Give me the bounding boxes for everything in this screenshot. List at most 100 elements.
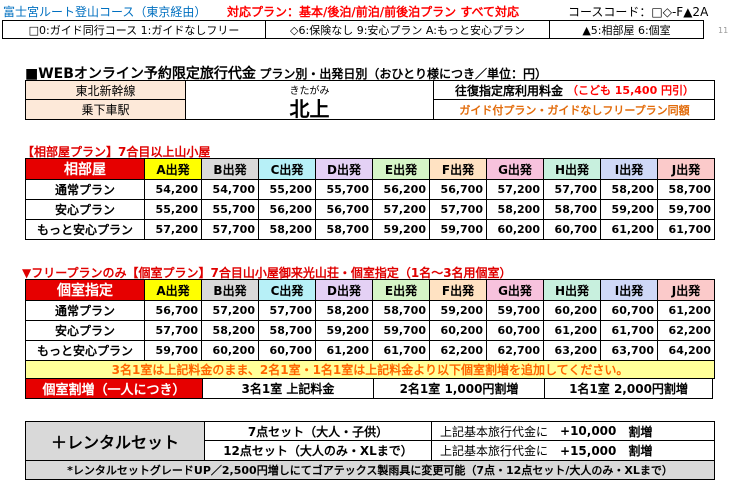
price-cell: 56,700	[315, 199, 373, 220]
legend-insurance: ◇6:保険なし 9:安心プラン A:もっと安心プラン	[265, 20, 550, 39]
rental-suffix: 割増	[628, 424, 653, 439]
fare-title: ■WEBオンライン予約限定旅行代金 プラン別・出発日別（おひとり様につき／単位：…	[25, 63, 547, 83]
price-cell: 57,200	[201, 300, 259, 321]
course-code: コースコード：□◇-F▲2A	[568, 5, 709, 19]
price-cell: 61,700	[600, 320, 658, 341]
fare-table: 東北新幹線 乗下車駅 きたがみ 北上 往復指定席利用料金 （こども 15,400…	[25, 80, 715, 121]
price-cell: 58,200	[486, 199, 544, 220]
dep-header-d: D出発	[315, 158, 373, 180]
dep-header-d: D出発	[315, 279, 373, 301]
plan-name: 通常プラン	[25, 179, 145, 200]
dep-header-j: J出発	[657, 279, 715, 301]
section1-corner: 相部屋	[25, 158, 145, 180]
dep-header-f: F出発	[429, 279, 487, 301]
plans-label: 対応プラン：基本/後泊/前泊/前後泊プラン すべて対応	[227, 5, 520, 19]
price-cell: 57,200	[372, 199, 430, 220]
section1-row-motto: もっと安心プラン 57,200 57,700 58,200 58,700 59,…	[25, 219, 715, 240]
child-fare: （こども 15,400 円引）	[566, 84, 695, 97]
price-cell: 58,700	[372, 300, 430, 321]
dep-header-c: C出発	[258, 279, 316, 301]
fare-title-sub: プラン別・出発日別（おひとり様につき／単位：円）	[259, 67, 548, 81]
price-cell: 59,200	[429, 300, 487, 321]
price-cell: 58,700	[315, 219, 373, 240]
price-cell: 57,700	[258, 300, 316, 321]
legend-room: ▲5:相部屋 6:個室	[549, 20, 704, 39]
private-room-note-row: 3名1室は上記料金のまま、2名1室・1名1室は上記料金より以下個室割増を追加して…	[25, 360, 715, 379]
price-cell: 57,200	[144, 219, 202, 240]
dep-header-j: J出発	[657, 158, 715, 180]
plan-name: 安心プラン	[25, 199, 145, 220]
section1-row-regular: 通常プラン 54,200 54,700 55,200 55,700 56,200…	[25, 179, 715, 200]
price-cell: 61,200	[600, 219, 658, 240]
plan-name: 通常プラン	[25, 300, 145, 321]
price-cell: 59,700	[144, 340, 202, 361]
station-furigana: きたがみ	[289, 86, 330, 97]
surcharge-row: 個室割増（一人につき） 3名1室 上記料金 2名1室 1,000円割増 1名1室…	[25, 378, 713, 399]
price-cell: 61,700	[372, 340, 430, 361]
section2-corner: 個室指定	[25, 279, 145, 301]
dep-header-i: I出発	[600, 158, 658, 180]
price-cell: 59,200	[315, 320, 373, 341]
surcharge-3-people: 3名1室 上記料金	[202, 378, 374, 399]
dep-header-a: A出発	[144, 158, 202, 180]
price-cell: 56,700	[429, 179, 487, 200]
price-cell: 55,700	[315, 179, 373, 200]
rental-item-7: 7点セット（大人・子供）	[204, 421, 432, 441]
price-cell: 57,700	[144, 320, 202, 341]
legend-row: □0:ガイド同行コース 1:ガイドなしフリー ◇6:保険なし 9:安心プラン A…	[2, 20, 704, 40]
price-cell: 59,700	[372, 320, 430, 341]
plan-name: 安心プラン	[25, 320, 145, 341]
section1-title: 【相部屋プラン】7合目以上山小屋	[22, 145, 211, 159]
section2-header-row: 個室指定 A出発 B出発 C出発 D出発 E出発 F出発 G出発 H出発 I出発…	[25, 279, 715, 301]
legend-guide: □0:ガイド同行コース 1:ガイドなしフリー	[2, 20, 266, 39]
price-cell: 60,700	[486, 320, 544, 341]
private-room-note: 3名1室は上記料金のまま、2名1室・1名1室は上記料金より以下個室割増を追加して…	[25, 360, 715, 379]
price-cell: 55,200	[258, 179, 316, 200]
price-cell: 61,200	[657, 300, 715, 321]
price-cell: 60,200	[429, 320, 487, 341]
rental-amount: +15,000	[560, 443, 617, 458]
price-cell: 63,200	[543, 340, 601, 361]
dep-header-h: H出発	[543, 279, 601, 301]
price-cell: 57,700	[429, 199, 487, 220]
fixed-fare-label: 往復指定席利用料金	[454, 83, 563, 98]
price-cell: 56,200	[372, 179, 430, 200]
price-cell: 60,200	[201, 340, 259, 361]
dep-header-b: B出発	[201, 279, 259, 301]
rental-label: ＋レンタルセット	[25, 421, 205, 461]
section2-title: ▼フリープランのみ【個室プラン】7合目山小屋御来光山荘・個室指定（1名～3名用個…	[22, 266, 512, 280]
dep-header-h: H出発	[543, 158, 601, 180]
surcharge-2-people: 2名1室 1,000円割増	[373, 378, 545, 399]
price-cell: 56,200	[258, 199, 316, 220]
price-cell: 57,700	[201, 219, 259, 240]
price-cell: 62,200	[429, 340, 487, 361]
page-number: 11	[718, 26, 729, 35]
price-cell: 59,700	[657, 199, 715, 220]
surcharge-label: 個室割増（一人につき）	[25, 378, 203, 399]
dep-header-a: A出発	[144, 279, 202, 301]
dep-header-i: I出発	[600, 279, 658, 301]
station-name: 北上	[289, 97, 330, 121]
price-cell: 60,200	[486, 219, 544, 240]
price-cell: 58,200	[258, 219, 316, 240]
dep-header-b: B出発	[201, 158, 259, 180]
dep-header-f: F出発	[429, 158, 487, 180]
price-cell: 58,700	[657, 179, 715, 200]
fare-title-main: ■WEBオンライン予約限定旅行代金	[25, 66, 256, 82]
rental-suffix: 割増	[628, 444, 653, 458]
price-cell: 61,200	[543, 320, 601, 341]
section2-row-regular: 通常プラン 56,700 57,200 57,700 58,200 58,700…	[25, 300, 715, 321]
surcharge-1-person: 1名1室 2,000円割増	[544, 378, 713, 399]
price-cell: 54,200	[144, 179, 202, 200]
line-name: 東北新幹線	[26, 81, 186, 100]
price-cell: 58,700	[258, 320, 316, 341]
dep-header-c: C出発	[258, 158, 316, 180]
price-cell: 58,200	[600, 179, 658, 200]
price-cell: 60,200	[543, 300, 601, 321]
rental-amount: +10,000	[560, 424, 617, 438]
price-cell: 63,700	[600, 340, 658, 361]
price-cell: 57,200	[486, 179, 544, 200]
price-cell: 59,700	[429, 219, 487, 240]
price-cell: 58,700	[543, 199, 601, 220]
price-cell: 59,700	[486, 300, 544, 321]
